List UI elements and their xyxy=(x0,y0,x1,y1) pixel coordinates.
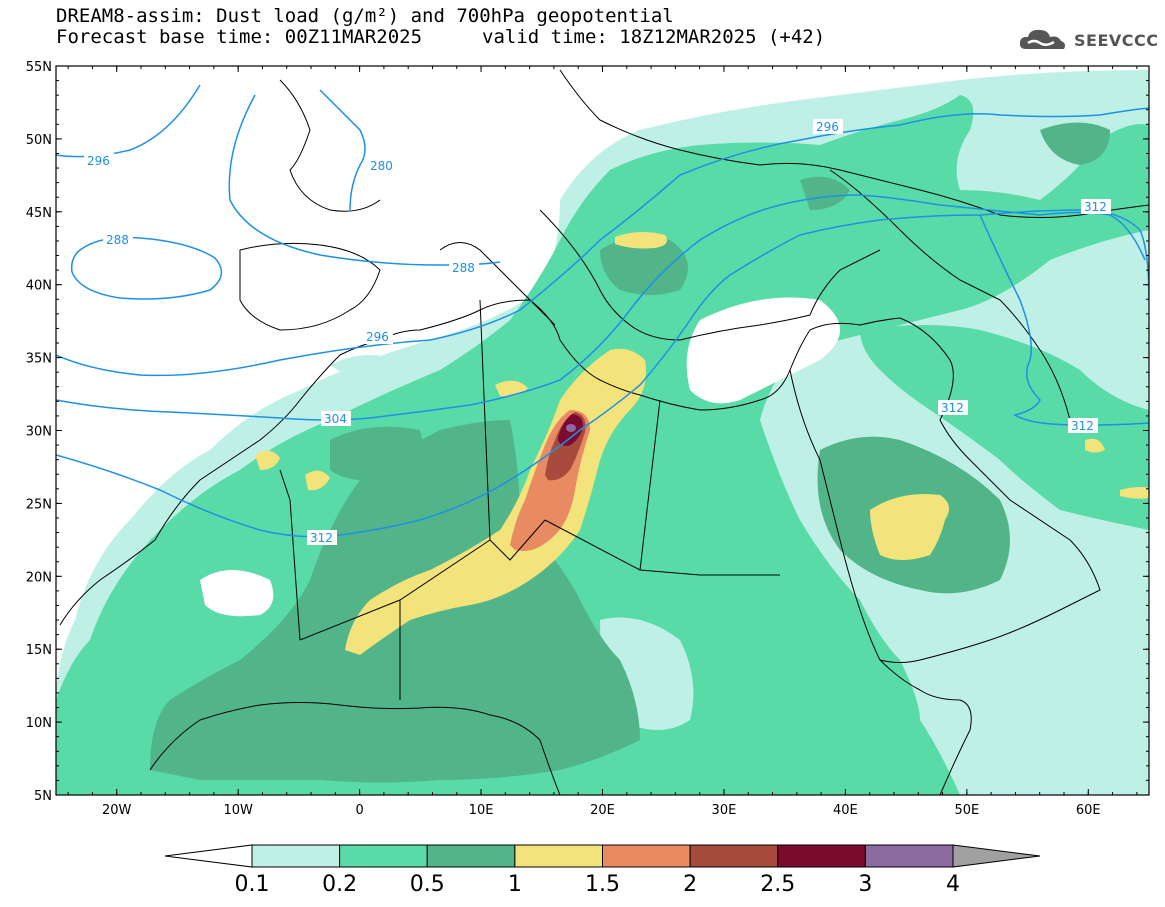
lon-label: 10E xyxy=(469,803,494,818)
lon-label: 20W xyxy=(102,803,132,818)
colorbar-swatch xyxy=(426,844,516,868)
colorbar-swatch xyxy=(602,844,691,868)
contour-labels: 296 280 288 288 296 304 312 296 312 312 … xyxy=(84,119,1111,545)
colorbar-over-arrow xyxy=(952,844,1041,868)
lat-label: 40N xyxy=(26,279,52,294)
logo-text: SEEVCCC xyxy=(1074,30,1159,50)
svg-text:312: 312 xyxy=(310,531,333,545)
contour-label-288-italy: 288 xyxy=(449,260,479,275)
colorbar-tick-label: 0.5 xyxy=(410,872,445,897)
longitude-axis: 20W 10W 0 10E 20E 30E 40E 50E 60E xyxy=(67,66,1138,818)
colorbar-swatch xyxy=(514,844,603,868)
svg-text:312: 312 xyxy=(1071,419,1094,433)
forecast-base-time: Forecast base time: 00Z11MAR2025 xyxy=(56,26,423,48)
valid-time: valid time: 18Z12MAR2025 (+42) xyxy=(482,26,826,48)
colorbar-tick-label: 2.5 xyxy=(760,872,795,897)
lat-label: 20N xyxy=(26,570,52,585)
colorbar-swatch xyxy=(777,844,866,868)
coastlines xyxy=(59,69,1149,795)
contour-label-288-atlantic: 288 xyxy=(103,232,133,247)
contour-label-296-east: 296 xyxy=(813,119,843,134)
lon-label: 50E xyxy=(954,803,979,818)
lon-label: 30E xyxy=(712,803,737,818)
lat-label: 35N xyxy=(26,352,52,367)
dust-band-3 xyxy=(566,424,576,432)
map-area: 296 280 288 288 296 304 312 296 312 312 … xyxy=(56,66,1149,795)
map-title: DREAM8-assim: Dust load (g/m²) and 700hP… xyxy=(56,5,674,27)
lon-label: 0 xyxy=(355,803,363,818)
colorbar-under-arrow xyxy=(164,844,253,868)
white-areas xyxy=(56,70,840,730)
contour-label-312-gulf: 312 xyxy=(938,400,968,415)
colorbar-tick-label: 1 xyxy=(508,872,522,897)
colorbar-swatch xyxy=(864,844,954,868)
lat-label: 15N xyxy=(26,643,52,658)
svg-text:296: 296 xyxy=(87,154,110,168)
cloud-icon xyxy=(1019,29,1065,49)
lat-label: 10N xyxy=(26,716,52,731)
colorbar-swatch xyxy=(251,844,341,868)
lon-label: 60E xyxy=(1076,803,1101,818)
svg-text:296: 296 xyxy=(816,120,839,134)
svg-text:304: 304 xyxy=(324,412,347,426)
contour-label-312-west: 312 xyxy=(307,530,337,545)
colorbar-tick-label: 1.5 xyxy=(585,872,620,897)
colorbar-tick-label: 0.1 xyxy=(235,872,270,897)
colorbar-tick-label: 3 xyxy=(858,872,872,897)
colorbar-tick-label: 0.2 xyxy=(322,872,357,897)
colorbar: 0.1 0.2 0.5 1 1.5 2 2.5 3 4 xyxy=(164,844,1041,897)
lat-label: 30N xyxy=(26,425,52,440)
colorbar-tick-label: 2 xyxy=(683,872,697,897)
contour-label-312-iran: 312 xyxy=(1068,418,1098,433)
latitude-axis: 55N 50N 45N 40N 35N 30N 25N 20N 15N 10N 5N xyxy=(26,60,1149,804)
colorbar-swatch xyxy=(339,844,428,868)
colorbar-tick-label: 4 xyxy=(946,872,960,897)
svg-text:296: 296 xyxy=(366,330,389,344)
contour-label-312-caspian: 312 xyxy=(1081,199,1111,214)
contour-label-296: 296 xyxy=(363,329,393,344)
lat-label: 5N xyxy=(34,789,52,804)
svg-text:288: 288 xyxy=(452,261,475,275)
contour-label-296-west: 296 xyxy=(84,153,114,168)
colorbar-swatch xyxy=(689,844,779,868)
geopotential-contours xyxy=(56,84,1149,538)
lon-label: 10W xyxy=(223,803,253,818)
lat-label: 45N xyxy=(26,206,52,221)
lat-label: 50N xyxy=(26,133,52,148)
lat-label: 25N xyxy=(26,497,52,512)
svg-text:312: 312 xyxy=(1084,200,1107,214)
svg-text:280: 280 xyxy=(370,159,393,173)
contour-label-280: 280 xyxy=(367,158,397,173)
lat-label: 55N xyxy=(26,60,52,75)
svg-text:288: 288 xyxy=(106,233,129,247)
svg-text:312: 312 xyxy=(941,401,964,415)
contour-label-304: 304 xyxy=(321,411,351,426)
lon-label: 20E xyxy=(590,803,615,818)
lon-label: 40E xyxy=(833,803,858,818)
seevccc-logo: SEEVCCC xyxy=(1018,26,1159,54)
